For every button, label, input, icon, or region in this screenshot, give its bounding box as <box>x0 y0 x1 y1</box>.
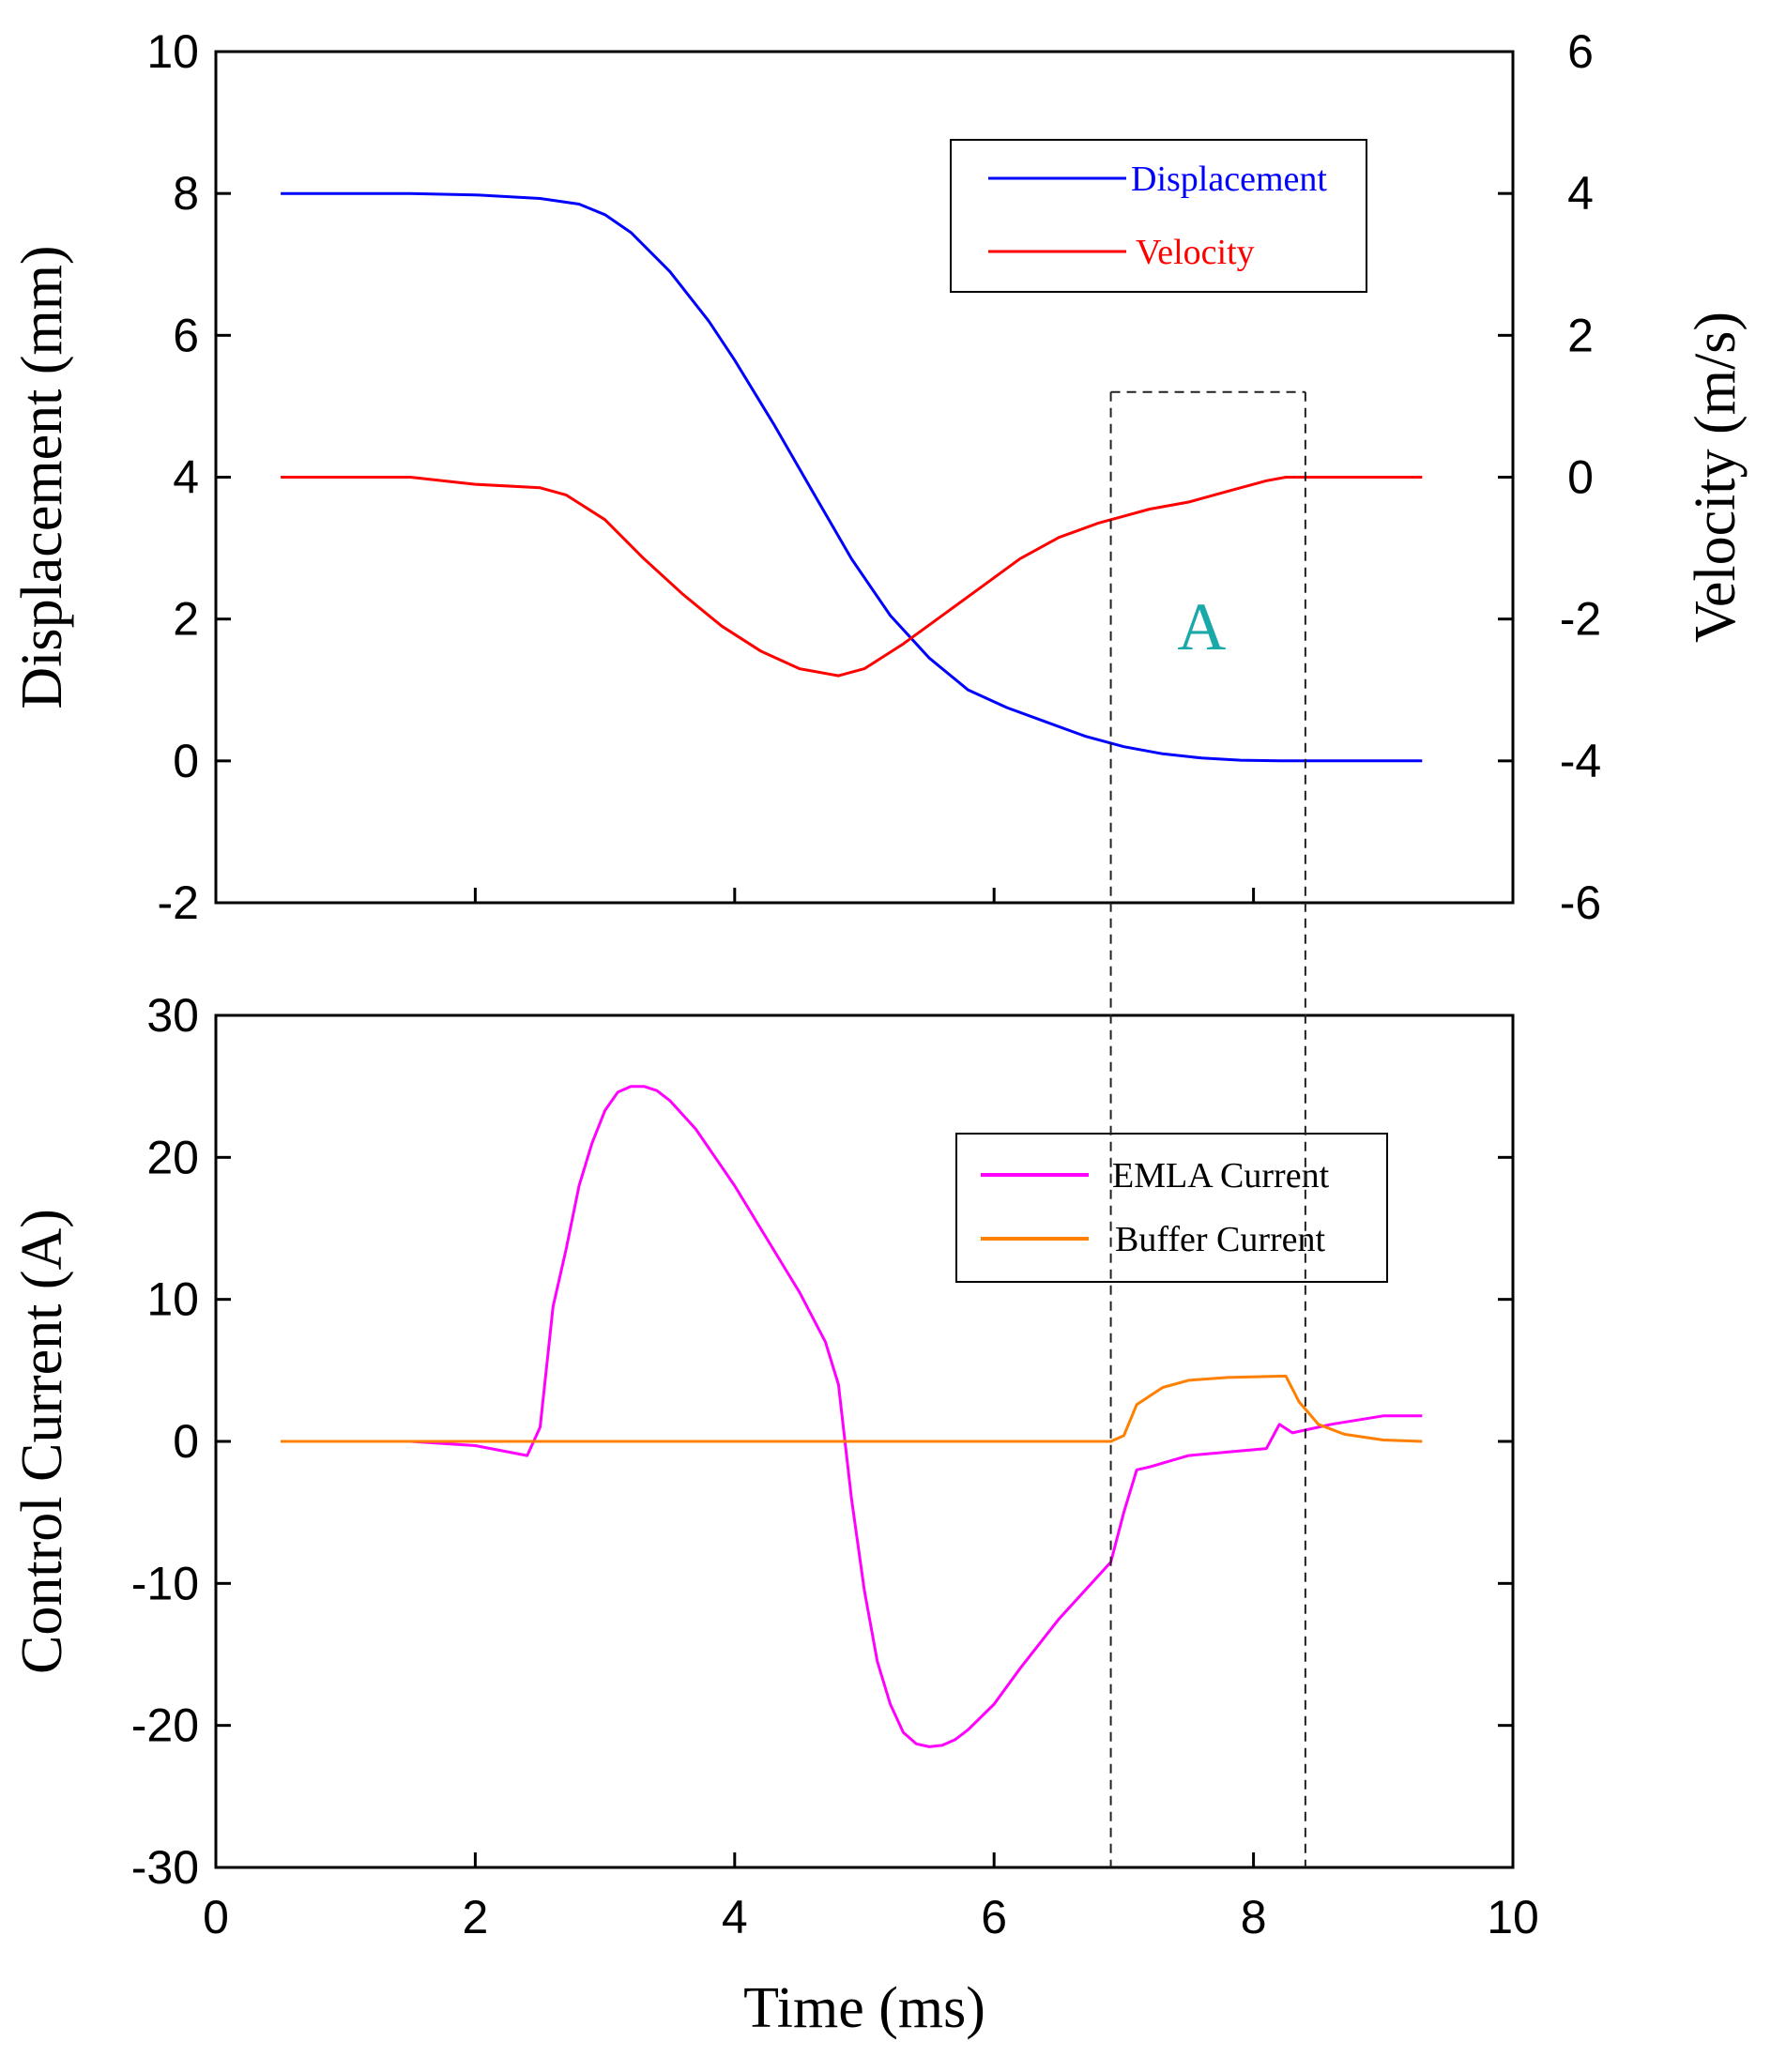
top-right-tick-label: 4 <box>1567 167 1594 220</box>
time-axis-label: Time (ms) <box>743 1976 985 2040</box>
top-legend: Displacement Velocity <box>950 139 1367 293</box>
legend-velocity-label: Velocity <box>1136 233 1255 272</box>
top-left-tick-label: 8 <box>173 167 199 220</box>
velocity-line <box>281 476 1423 678</box>
x-tick-label: 10 <box>1487 1891 1539 1943</box>
top-right-tick-labels: -6 -4 -2 0 2 4 6 <box>1560 25 1601 929</box>
top-right-tick-label: -4 <box>1560 735 1601 787</box>
control-current-axis-label: Control Current (A) <box>10 1209 74 1674</box>
top-legend-box <box>950 139 1367 293</box>
legend-buffer-label: Buffer Current <box>1115 1220 1326 1259</box>
top-plot-frame <box>214 50 1515 905</box>
x-tick-label: 6 <box>981 1891 1007 1943</box>
displacement-axis-label: Displacement (mm) <box>10 245 74 708</box>
bottom-tick-label: -20 <box>131 1699 199 1752</box>
top-right-tick-label: -6 <box>1560 876 1601 929</box>
bottom-series <box>281 1085 1423 1748</box>
top-left-tick-label: 4 <box>173 451 199 504</box>
legend-emla-label: EMLA Current <box>1112 1156 1330 1196</box>
bottom-tick-label: 30 <box>146 989 199 1042</box>
x-tick-label: 4 <box>722 1891 748 1943</box>
top-left-tick-label: 0 <box>173 735 199 787</box>
x-tick-labels: 0 2 4 6 8 10 <box>203 1891 1539 1943</box>
bottom-tick-label: 10 <box>146 1273 199 1326</box>
top-right-tick-label: -2 <box>1560 593 1601 646</box>
top-left-tick-label: -2 <box>158 876 199 929</box>
bottom-tick-labels: -30 -20 -10 0 10 20 30 <box>131 989 199 1894</box>
bottom-legend: EMLA Current Buffer Current <box>955 1133 1388 1283</box>
top-right-tick-label: 0 <box>1567 451 1594 504</box>
legend-displacement-label: Displacement <box>1131 160 1327 199</box>
top-left-tick-label: 6 <box>173 309 199 361</box>
bottom-panel: -30 -20 -10 0 10 20 30 0 2 4 6 8 10 Control Current… <box>10 989 1539 2040</box>
x-tick-label: 8 <box>1241 1891 1267 1943</box>
bottom-legend-box <box>955 1133 1388 1283</box>
bottom-plot-frame <box>214 1013 1515 1869</box>
region-a-label: A <box>1177 589 1226 664</box>
bottom-tick-label: -10 <box>131 1557 199 1609</box>
displacement-line <box>281 191 1423 763</box>
top-panel: -2 0 2 4 6 8 10 -6 -4 -2 0 2 4 6 Displacement (mm) V… <box>10 25 1748 929</box>
x-tick-label: 2 <box>462 1891 488 1943</box>
top-right-tick-label: 2 <box>1567 309 1594 361</box>
buffer-current-line <box>281 1374 1423 1443</box>
velocity-axis-label: Velocity (m/s) <box>1684 312 1748 643</box>
top-left-tick-label: 10 <box>146 25 199 78</box>
emla-current-line <box>281 1085 1423 1748</box>
top-series <box>281 191 1423 763</box>
bottom-tick-label: 20 <box>146 1131 199 1183</box>
top-right-tick-label: 6 <box>1567 25 1594 78</box>
top-left-tick-label: 2 <box>173 593 199 646</box>
top-left-tick-labels: -2 0 2 4 6 8 10 <box>146 25 199 929</box>
bottom-tick-label: 0 <box>173 1415 199 1468</box>
x-tick-label: 0 <box>203 1891 229 1943</box>
bottom-tick-label: -30 <box>131 1841 199 1894</box>
region-a-box <box>1109 390 1306 1867</box>
